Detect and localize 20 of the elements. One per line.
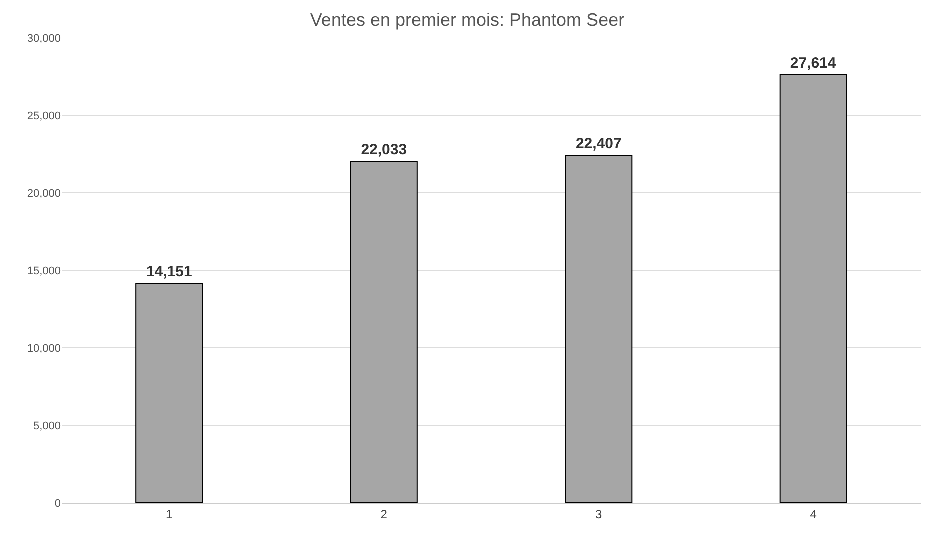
data-label: 22,407 [576,136,622,153]
y-tick-label: 5,000 [33,420,61,432]
data-label: 27,614 [790,54,837,72]
bar [780,74,848,503]
y-tick-label: 0 [54,498,61,510]
y-tick-label: 25,000 [27,110,61,122]
x-tick-label: 2 [380,507,388,522]
y-tick-label: 20,000 [27,188,61,200]
data-label: 22,033 [361,141,408,158]
chart-title: Ventes en premier mois: Phantom Seer [310,10,625,30]
x-tick-label: 1 [166,507,174,522]
bar [350,160,418,503]
x-tick-label: 3 [596,507,603,522]
x-tick-label: 4 [810,507,818,522]
y-tick-label: 10,000 [27,342,61,355]
y-tick-label: 15,000 [27,265,61,278]
data-label: 14,151 [146,264,192,281]
bar [136,283,204,503]
bar [565,155,633,503]
y-tick-label: 30,000 [27,32,61,45]
